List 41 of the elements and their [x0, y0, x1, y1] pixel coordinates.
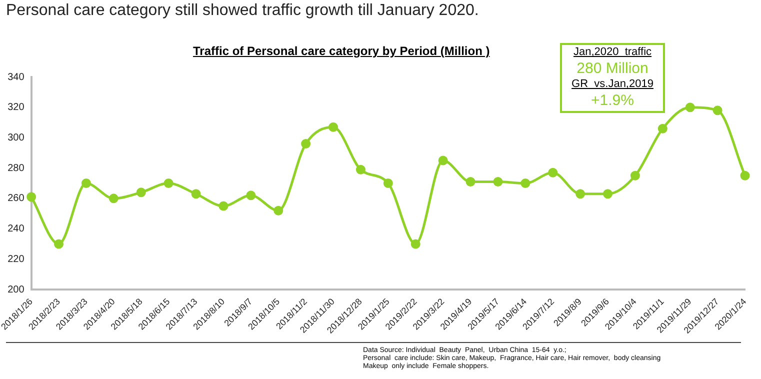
y-tick-label: 220: [8, 254, 25, 265]
point: [274, 206, 284, 216]
chart-title: Personal care category still showed traffic growth till January 2020.: [6, 2, 479, 20]
y-tick-label: 320: [8, 102, 25, 114]
point: [136, 188, 146, 198]
point: [54, 239, 64, 249]
point: [493, 176, 503, 186]
point: [108, 194, 118, 204]
text: Jan,2020 traffic: [572, 46, 653, 58]
point: [410, 239, 420, 249]
point: [81, 178, 91, 188]
point: [301, 139, 311, 149]
point: [164, 178, 174, 188]
y-tick-label: 280: [8, 162, 25, 174]
point: [712, 106, 722, 116]
point: [356, 164, 366, 174]
point: [520, 178, 530, 188]
point: [246, 190, 256, 200]
y-tick-label: 200: [8, 284, 25, 296]
y-tick-label: 300: [8, 132, 25, 144]
point: [630, 170, 640, 180]
y-tick-label: 340: [8, 72, 25, 83]
point: [466, 176, 476, 186]
annotation: GR vs.Jan,2019: [570, 78, 654, 90]
point: [26, 192, 36, 202]
point: [603, 189, 612, 199]
point: [740, 170, 750, 180]
point: [191, 189, 201, 199]
point: [576, 189, 586, 199]
y-tick-label: 240: [8, 224, 25, 235]
chart-subtitle: Traffic of Personal care category by Period (Million ): [193, 44, 490, 58]
point: [438, 156, 448, 166]
point: [328, 122, 338, 132]
point: [218, 201, 228, 211]
annotation: 280 Million: [576, 60, 650, 77]
point: [685, 102, 695, 112]
point: [658, 124, 668, 134]
point: [383, 178, 393, 188]
annotation: +1.9%: [590, 92, 635, 109]
y-tick-label: 260: [8, 193, 25, 204]
point: [548, 168, 558, 178]
